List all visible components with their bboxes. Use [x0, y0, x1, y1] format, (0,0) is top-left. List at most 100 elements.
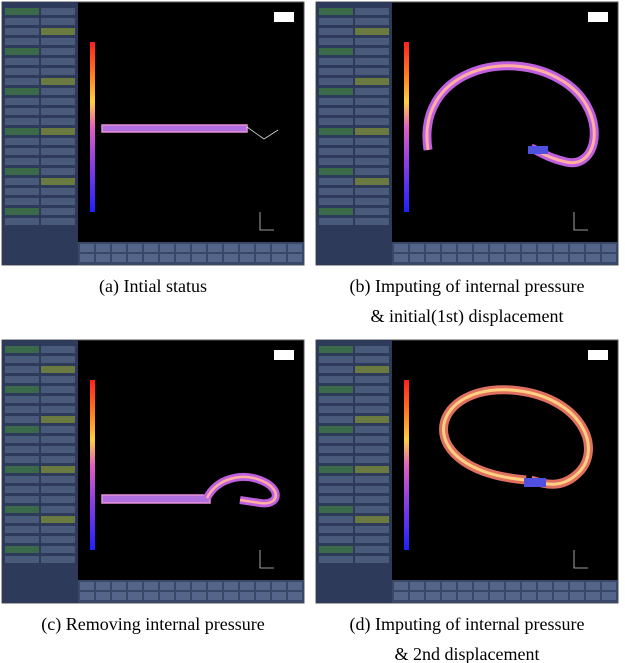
toolbar-button: [410, 592, 424, 600]
sidebar-button: [319, 198, 353, 205]
toolbar-button: [192, 254, 206, 262]
logo: [588, 12, 608, 22]
toolbar-button: [144, 582, 158, 590]
sidebar-button: [355, 78, 389, 85]
toolbar-button: [474, 254, 488, 262]
sidebar-button: [5, 128, 39, 135]
sidebar-button: [319, 396, 353, 403]
toolbar-button: [176, 244, 190, 252]
toolbar-button: [272, 582, 286, 590]
sidebar-button: [41, 386, 75, 393]
sidebar-button: [5, 486, 39, 493]
sidebar-button: [355, 406, 389, 413]
toolbar-button: [224, 582, 238, 590]
toolbar-button: [80, 254, 94, 262]
sidebar-button: [355, 118, 389, 125]
toolbar-button: [394, 254, 408, 262]
sidebar-button: [355, 396, 389, 403]
sidebar-button: [5, 456, 39, 463]
sidebar-button: [41, 128, 75, 135]
axis-triad: [259, 550, 274, 569]
toolbar-button: [570, 592, 584, 600]
toolbar-button: [426, 582, 440, 590]
sidebar-button: [319, 68, 353, 75]
sidebar-button: [41, 506, 75, 513]
sidebar-button: [319, 526, 353, 533]
sidebar-button: [319, 218, 353, 225]
sidebar-button: [41, 446, 75, 453]
sidebar-button: [355, 108, 389, 115]
sidebar-button: [41, 78, 75, 85]
sidebar-button: [319, 546, 353, 553]
toolbar-button: [176, 592, 190, 600]
sidebar-button: [355, 38, 389, 45]
toolbar-button: [192, 244, 206, 252]
sidebar-button: [355, 148, 389, 155]
toolbar-button: [522, 254, 536, 262]
toolbar-button: [224, 254, 238, 262]
sidebar-button: [41, 466, 75, 473]
toolbar-button: [506, 582, 520, 590]
sidebar-button: [319, 168, 353, 175]
sidebar-button: [5, 516, 39, 523]
sidebar-button: [319, 456, 353, 463]
toolbar-button: [144, 254, 158, 262]
sidebar-button: [5, 58, 39, 65]
sidebar-button: [41, 486, 75, 493]
sidebar-button: [5, 88, 39, 95]
toolbar-button: [570, 582, 584, 590]
toolbar-button: [394, 592, 408, 600]
toolbar-button: [586, 254, 600, 262]
toolbar-button: [522, 592, 536, 600]
toolbar-button: [80, 582, 94, 590]
toolbar-button: [554, 254, 568, 262]
toolbar-button: [538, 254, 552, 262]
sidebar-button: [41, 68, 75, 75]
toolbar-button: [570, 254, 584, 262]
sidebar-button: [355, 466, 389, 473]
sidebar-button: [41, 496, 75, 503]
sidebar-button: [355, 8, 389, 15]
sidebar-button: [41, 188, 75, 195]
sidebar-button: [319, 516, 353, 523]
sidebar-button: [319, 138, 353, 145]
toolbar-button: [128, 582, 142, 590]
sidebar-button: [355, 48, 389, 55]
axis-triad: [573, 550, 588, 569]
toolbar-button: [522, 582, 536, 590]
specimen-edge: [425, 64, 596, 165]
toolbar-button: [586, 582, 600, 590]
toolbar-button: [80, 244, 94, 252]
toolbar-button: [490, 254, 504, 262]
sidebar-button: [5, 556, 39, 563]
toolbar-button: [192, 582, 206, 590]
sidebar-button: [355, 486, 389, 493]
sidebar-button: [41, 526, 75, 533]
sidebar-button: [319, 78, 353, 85]
screenshot: [315, 339, 619, 604]
sidebar-button: [355, 208, 389, 215]
toolbar-button: [538, 592, 552, 600]
sidebar-button: [41, 18, 75, 25]
toolbar-button: [426, 592, 440, 600]
toolbar-button: [602, 592, 616, 600]
toolbar-button: [208, 582, 222, 590]
sidebar-button: [5, 406, 39, 413]
sidebar-button: [355, 456, 389, 463]
screenshot: [315, 1, 619, 266]
toolbar-button: [160, 244, 174, 252]
legend-bar: [404, 42, 409, 212]
logo: [274, 12, 294, 22]
sidebar-button: [5, 506, 39, 513]
sidebar-button: [319, 38, 353, 45]
sidebar-button: [5, 356, 39, 363]
sidebar-button: [5, 178, 39, 185]
sidebar-button: [355, 476, 389, 483]
sidebar-button: [5, 38, 39, 45]
toolbar-button: [224, 592, 238, 600]
sidebar-button: [41, 208, 75, 215]
sidebar-button: [5, 426, 39, 433]
sidebar-button: [355, 128, 389, 135]
toolbar-button: [474, 582, 488, 590]
